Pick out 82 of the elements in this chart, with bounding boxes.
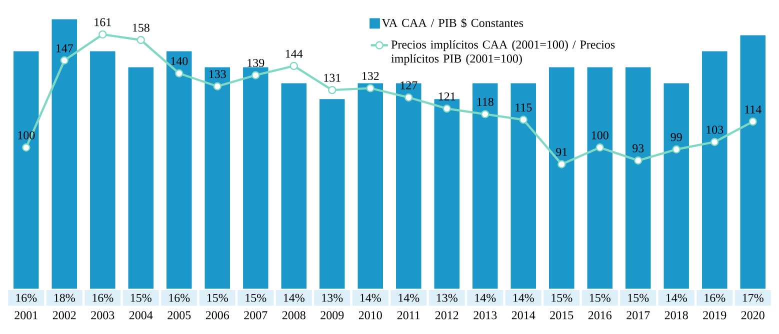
data-label: 118 (477, 98, 494, 106)
data-label: 91 (556, 148, 567, 156)
point (710, 138, 719, 146)
data-label: 15% (246, 294, 266, 302)
point (136, 36, 145, 44)
x-tick-label: 2018 (664, 311, 688, 320)
point (213, 82, 222, 90)
legend-label: VA CAA / PIB $ Constantes (382, 18, 524, 28)
point (252, 71, 260, 80)
data-label: 114 (745, 105, 762, 114)
data-label: 161 (94, 18, 111, 26)
legend-label: Precios implícitos CAA (2001=100) / Precios implícitos PIB (2001=100) (391, 40, 615, 66)
data-label: 127 (400, 81, 418, 90)
x-tick-label: 2004 (129, 311, 153, 320)
data-label: 17% (742, 294, 764, 302)
data-label: 14% (475, 294, 496, 302)
data-label: 140 (171, 57, 188, 66)
point (519, 116, 528, 124)
data-label: 158 (132, 24, 150, 32)
point (481, 110, 490, 118)
data-label: 147 (56, 44, 74, 52)
data-label: 16% (169, 294, 190, 302)
x-tick-label: 2009 (320, 311, 344, 320)
data-label: 15% (590, 294, 610, 302)
x-tick-label: 2008 (282, 311, 306, 320)
data-label: 16% (16, 294, 37, 302)
data-label: 14% (666, 294, 687, 302)
data-label: 16% (92, 294, 114, 302)
x-tick-label: 2005 (168, 311, 191, 320)
point (98, 30, 107, 39)
data-label: 16% (704, 294, 726, 302)
data-label: 18% (54, 294, 75, 302)
x-tick-label: 2015 (550, 311, 574, 320)
data-label: 103 (706, 126, 724, 134)
data-label: 132 (362, 72, 379, 80)
data-label: 15% (628, 294, 649, 302)
x-tick-label: 2014 (512, 311, 536, 320)
x-tick-label: 2010 (358, 311, 382, 320)
point (442, 104, 451, 113)
x-tick-label: 2001 (14, 311, 38, 320)
data-label: 14% (513, 294, 534, 302)
x-tick-label: 2011 (397, 311, 420, 320)
x-tick-label: 2006 (206, 311, 230, 320)
data-label: 93 (632, 144, 644, 152)
x-tick-label: 2002 (52, 311, 76, 320)
x-tick-label: 2020 (741, 311, 764, 320)
data-label: 99 (670, 133, 682, 142)
point (634, 156, 642, 165)
x-tick-label: 2003 (91, 311, 114, 320)
data-label: 14% (398, 294, 420, 302)
data-label: 121 (438, 92, 456, 100)
x-tick-label: 2019 (703, 311, 726, 320)
data-label: 15% (130, 294, 152, 302)
point (290, 62, 298, 70)
point (60, 56, 68, 64)
point (328, 86, 336, 94)
data-label: 14% (360, 294, 381, 302)
data-label: 133 (209, 70, 226, 78)
data-label: 144 (286, 50, 303, 58)
x-tick-label: 2012 (435, 311, 458, 320)
x-tick-label: 2013 (474, 311, 497, 320)
data-label: 131 (324, 74, 340, 82)
data-label: 14% (284, 294, 304, 302)
point (672, 145, 680, 154)
point (175, 69, 184, 78)
point (558, 160, 566, 168)
data-label: 115 (516, 103, 532, 112)
data-label: 13% (322, 294, 343, 302)
point (404, 93, 413, 102)
point (22, 143, 30, 152)
data-label: 13% (436, 294, 458, 302)
data-label: 100 (18, 131, 35, 140)
x-tick-label: 2007 (244, 311, 268, 320)
x-tick-label: 2017 (626, 311, 650, 320)
point (596, 143, 604, 152)
x-tick-label: 2016 (588, 311, 612, 320)
data-label: 100 (592, 131, 608, 140)
data-label: 139 (248, 58, 264, 68)
point (748, 117, 757, 126)
data-label: 15% (207, 294, 228, 302)
point (366, 84, 374, 92)
data-label: 15% (552, 294, 572, 302)
